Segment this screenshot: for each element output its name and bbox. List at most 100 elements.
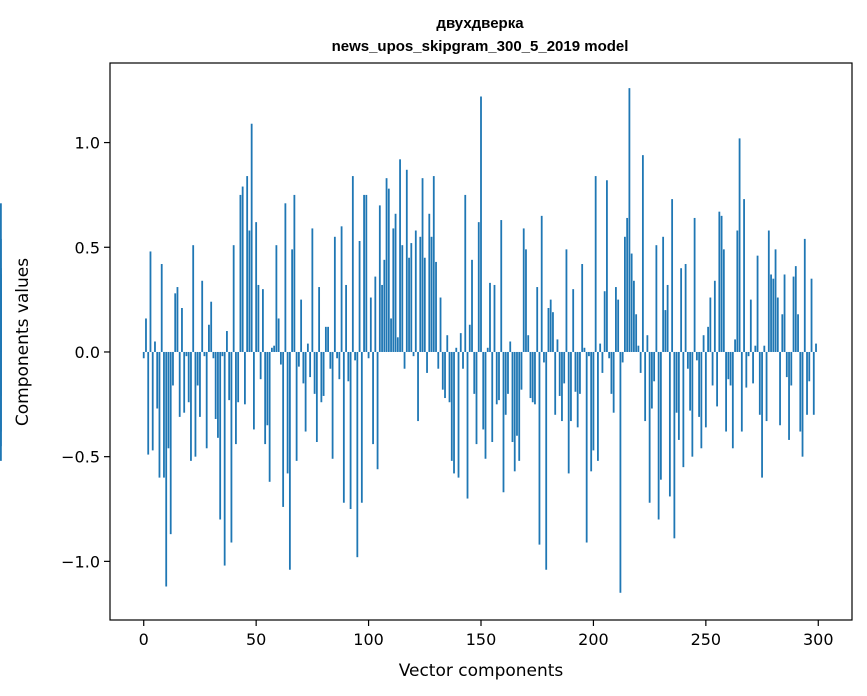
bar xyxy=(738,138,741,352)
bar xyxy=(342,351,345,503)
y-axis-ticks: −1.0 −0.5 0.0 0.5 1.0 xyxy=(61,134,110,571)
bar xyxy=(725,351,727,432)
bar xyxy=(641,155,644,352)
bar xyxy=(437,351,440,369)
bar xyxy=(158,351,161,478)
bar xyxy=(304,351,307,432)
bar xyxy=(297,351,300,367)
bar xyxy=(691,351,694,457)
bar xyxy=(473,351,476,394)
bar xyxy=(392,228,395,352)
bar xyxy=(626,217,629,352)
bar xyxy=(405,169,408,352)
bar xyxy=(799,351,802,432)
bar xyxy=(426,351,428,373)
x-axis-ticks: 0 50 100 150 200 250 300 xyxy=(139,620,834,649)
bar xyxy=(583,347,586,352)
bar xyxy=(484,351,487,459)
bar xyxy=(808,351,811,382)
bar xyxy=(241,186,244,352)
bar xyxy=(677,351,680,440)
bar xyxy=(421,178,424,352)
bar xyxy=(774,249,777,352)
bar xyxy=(275,245,278,352)
bar xyxy=(630,253,633,352)
bar xyxy=(722,249,725,352)
bar xyxy=(615,287,617,352)
bar xyxy=(513,351,516,472)
bar xyxy=(340,226,343,352)
bar xyxy=(239,194,242,352)
bar xyxy=(300,299,303,352)
bar xyxy=(351,176,354,352)
bar xyxy=(610,351,613,394)
bar xyxy=(457,351,460,478)
bar xyxy=(666,284,669,352)
bar xyxy=(745,351,748,388)
bar xyxy=(552,312,554,352)
bar xyxy=(624,236,626,352)
bar xyxy=(293,194,296,352)
bar xyxy=(208,324,210,352)
bar xyxy=(758,351,761,415)
bar xyxy=(621,351,624,363)
bar xyxy=(367,351,370,359)
bar xyxy=(430,236,433,352)
bar xyxy=(781,314,784,352)
bar xyxy=(671,199,674,352)
bar xyxy=(459,333,462,352)
bar xyxy=(187,351,190,403)
bar xyxy=(385,178,388,352)
bar xyxy=(369,297,372,352)
bar xyxy=(680,268,683,352)
bar xyxy=(176,287,179,352)
bar xyxy=(468,324,471,352)
bar xyxy=(698,351,700,417)
bar xyxy=(210,301,213,352)
bar xyxy=(226,331,228,352)
bar xyxy=(507,351,509,394)
bar xyxy=(599,343,602,352)
bar xyxy=(543,351,545,363)
bar xyxy=(713,280,716,352)
bar xyxy=(372,351,374,445)
bar xyxy=(336,351,338,359)
y-tick-label: 0.0 xyxy=(75,343,100,362)
x-tick-label: 300 xyxy=(803,630,834,649)
bar xyxy=(810,278,813,352)
bar xyxy=(446,335,449,352)
bar xyxy=(668,351,671,497)
bar xyxy=(518,351,521,461)
bar xyxy=(727,351,730,380)
bar xyxy=(675,351,678,413)
bar xyxy=(329,351,332,369)
bar xyxy=(579,351,581,394)
bar xyxy=(511,351,514,443)
bar xyxy=(779,351,781,426)
bar xyxy=(635,314,638,352)
x-tick-label: 100 xyxy=(353,630,384,649)
bar xyxy=(756,255,759,352)
bar xyxy=(313,351,316,394)
bar xyxy=(147,351,150,455)
bar xyxy=(185,351,188,357)
bar xyxy=(718,211,721,352)
bar xyxy=(619,351,622,593)
bar xyxy=(743,199,745,352)
plot-frame xyxy=(109,62,853,621)
bar xyxy=(525,249,527,352)
bar xyxy=(729,351,732,386)
bar xyxy=(684,264,687,352)
bar xyxy=(315,351,318,443)
bar xyxy=(235,351,237,445)
bar xyxy=(322,351,325,396)
bar xyxy=(516,351,518,436)
bar xyxy=(248,230,251,352)
bar xyxy=(650,351,653,409)
bar xyxy=(489,282,491,352)
y-tick-label: 1.0 xyxy=(75,134,100,153)
bar xyxy=(594,176,597,352)
bar xyxy=(291,249,294,352)
bar xyxy=(270,347,273,352)
